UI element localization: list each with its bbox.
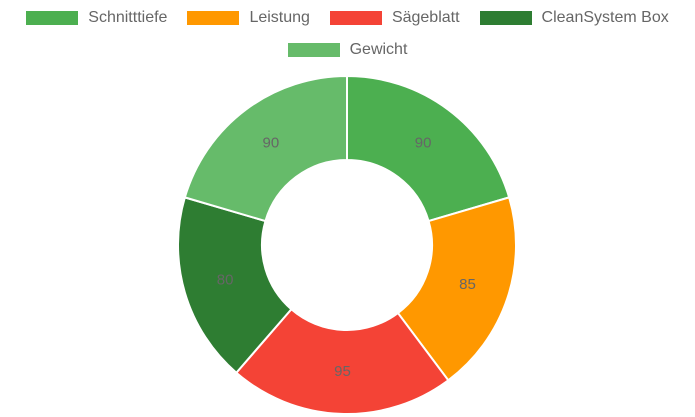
legend-label: Schnitttiefe bbox=[88, 9, 168, 26]
legend-item[interactable]: Sägeblatt bbox=[329, 8, 460, 28]
legend-item[interactable]: CleanSystem Box bbox=[479, 8, 669, 28]
data-label: 90 bbox=[263, 134, 280, 151]
legend-label: Gewicht bbox=[349, 41, 408, 58]
legend-swatch bbox=[26, 11, 79, 25]
data-label: 90 bbox=[415, 134, 432, 151]
legend-label: CleanSystem Box bbox=[541, 9, 669, 26]
slice bbox=[183, 74, 348, 223]
data-label: 80 bbox=[217, 272, 234, 289]
legend-item[interactable]: Leistung bbox=[187, 8, 310, 28]
data-label: 95 bbox=[334, 363, 351, 380]
legend-swatch bbox=[187, 11, 240, 25]
data-label: 85 bbox=[459, 276, 476, 293]
legend-swatch bbox=[329, 11, 382, 25]
legend-swatch bbox=[287, 43, 340, 57]
legend-swatch bbox=[479, 11, 532, 25]
slice bbox=[234, 307, 450, 415]
legend-item[interactable]: Gewicht bbox=[287, 40, 408, 60]
slice bbox=[396, 196, 517, 382]
legend-item[interactable]: Schnitttiefe bbox=[26, 8, 167, 28]
legend: Schnitttiefe Leistung Sägeblatt CleanSystem… bbox=[0, 8, 695, 60]
legend-label: Leistung bbox=[249, 9, 310, 26]
slice bbox=[177, 196, 293, 375]
slice bbox=[346, 74, 511, 223]
legend-label: Sägeblatt bbox=[391, 9, 460, 26]
